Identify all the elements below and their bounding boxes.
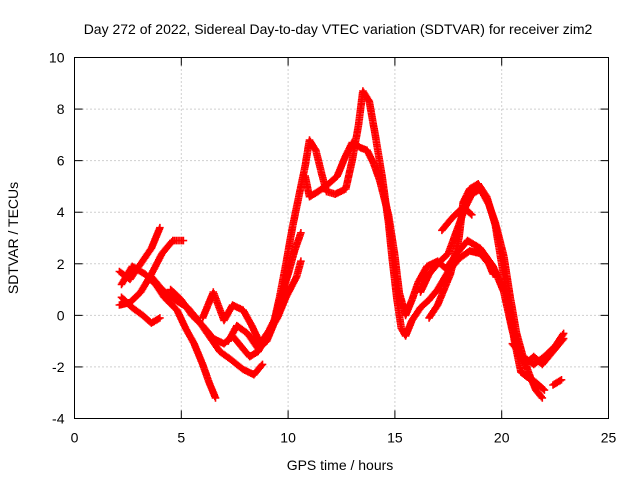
x-tick-label: 20 xyxy=(494,430,510,446)
y-tick-label: 4 xyxy=(57,204,65,220)
series-arc-13 xyxy=(508,329,568,369)
series-arc-8 xyxy=(224,87,497,353)
data-point-markers xyxy=(117,293,164,327)
y-axis-label: SDTVAR / TECUs xyxy=(5,182,21,294)
x-tick-label: 25 xyxy=(601,430,617,446)
chart-title: Day 272 of 2022, Sidereal Day-to-day VTE… xyxy=(84,21,593,37)
data-point-markers xyxy=(301,138,568,369)
data-marks xyxy=(115,87,568,402)
series-arc-5 xyxy=(147,272,267,379)
x-axis-label: GPS time / hours xyxy=(287,457,394,473)
x-tick-label: 10 xyxy=(280,430,296,446)
series-arc-11 xyxy=(425,180,549,394)
axis-ticks xyxy=(74,57,609,419)
y-tick-label: 0 xyxy=(57,307,65,323)
x-tick-label: 5 xyxy=(177,430,185,446)
y-tick-label: 8 xyxy=(57,101,65,117)
tick-labels: 0 5 10 15 20 25 -4 -2 0 2 4 6 8 10 xyxy=(49,50,617,446)
y-tick-label: 10 xyxy=(49,50,65,66)
series-arc-9 xyxy=(301,138,568,369)
data-point-markers xyxy=(425,180,549,394)
y-tick-label: 2 xyxy=(57,256,65,272)
y-tick-label: 6 xyxy=(57,153,65,169)
series-arc-14 xyxy=(549,376,566,389)
series-arc-12 xyxy=(438,203,476,235)
y-tick-label: -2 xyxy=(52,359,65,375)
plot-frame xyxy=(74,57,609,419)
data-point-markers xyxy=(224,87,497,353)
series-arc-4 xyxy=(117,293,164,327)
data-point-markers xyxy=(438,203,476,235)
data-point-markers xyxy=(147,272,267,379)
x-tick-label: 0 xyxy=(71,430,79,446)
data-point-markers xyxy=(508,329,568,369)
data-point-markers xyxy=(549,376,566,389)
y-tick-label: -4 xyxy=(52,411,65,427)
x-tick-label: 15 xyxy=(387,430,403,446)
